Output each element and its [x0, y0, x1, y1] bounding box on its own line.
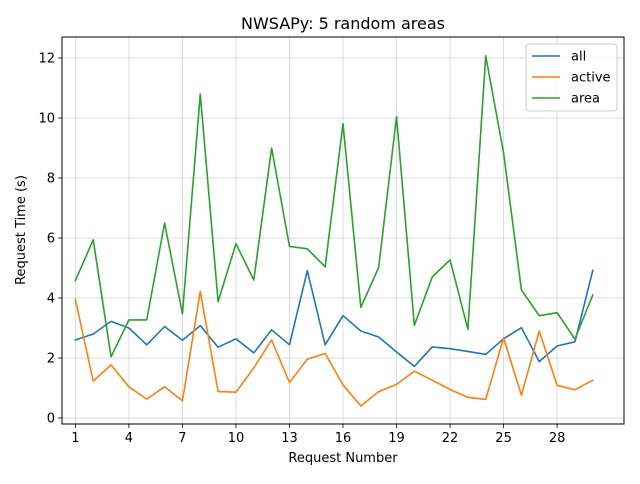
- legend-items: all active area: [532, 50, 611, 107]
- series-line-area: [74, 55, 594, 358]
- legend-label-all: all: [571, 50, 586, 65]
- x-tick-label: 19: [388, 431, 405, 446]
- x-tick-label: 13: [281, 431, 298, 446]
- x-tick-label: 25: [495, 431, 512, 446]
- legend-label-active: active: [571, 71, 611, 86]
- x-tick-label: 22: [442, 431, 459, 446]
- y-axis-label: Request Time (s): [14, 175, 29, 285]
- x-tick-label: 7: [178, 431, 186, 446]
- x-tick-label: 16: [335, 431, 352, 446]
- y-tick-label: 0: [47, 412, 55, 427]
- legend-box: [525, 43, 618, 112]
- x-tick-label: 28: [549, 431, 566, 446]
- legend: all active area: [525, 43, 618, 112]
- y-tick-label: 6: [47, 232, 55, 247]
- series-line-active: [74, 290, 594, 407]
- y-tick-label: 4: [47, 292, 55, 307]
- y-tick-label: 12: [38, 52, 55, 67]
- series-lines: [74, 55, 594, 407]
- legend-label-area: area: [571, 92, 600, 107]
- x-tick-label: 10: [228, 431, 245, 446]
- y-tick-label: 2: [47, 352, 55, 367]
- x-axis-label: Request Number: [288, 451, 398, 466]
- chart-title: NWSAPy: 5 random areas: [241, 14, 445, 33]
- x-tick-label: 1: [71, 431, 79, 446]
- axis-ticks: 1 4 7 10 13 16 19 22 25 28 0 2 4 6 8 10 12: [38, 52, 565, 447]
- grid: [62, 37, 624, 424]
- series-line-all: [74, 269, 594, 368]
- y-tick-label: 8: [47, 172, 55, 187]
- x-tick-label: 4: [125, 431, 133, 446]
- y-tick-label: 10: [38, 112, 55, 127]
